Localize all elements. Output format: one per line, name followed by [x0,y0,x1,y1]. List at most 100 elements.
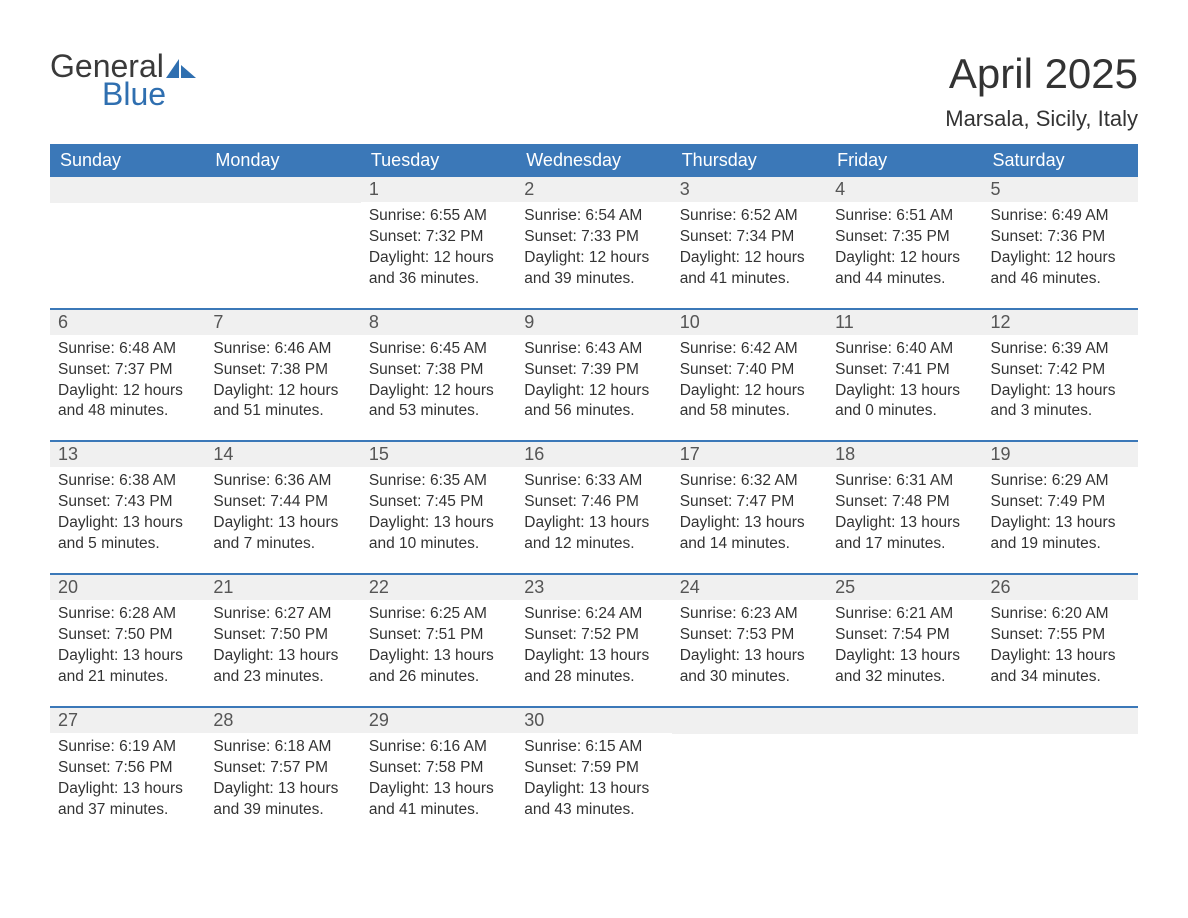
day-details: Sunrise: 6:55 AMSunset: 7:32 PMDaylight:… [361,202,516,290]
sunrise-line: Sunrise: 6:35 AM [369,471,508,492]
day-details: Sunrise: 6:28 AMSunset: 7:50 PMDaylight:… [50,600,205,688]
weekday-header: Sunday [50,144,205,177]
day-details: Sunrise: 6:42 AMSunset: 7:40 PMDaylight:… [672,335,827,423]
day-details: Sunrise: 6:39 AMSunset: 7:42 PMDaylight:… [983,335,1138,423]
calendar-day-cell: 23Sunrise: 6:24 AMSunset: 7:52 PMDayligh… [516,575,671,688]
calendar-day-cell: 13Sunrise: 6:38 AMSunset: 7:43 PMDayligh… [50,442,205,555]
daylight-line: Daylight: 12 hours and 41 minutes. [680,248,819,290]
day-number: 10 [672,310,827,335]
calendar-empty-cell [205,177,360,290]
sunset-line: Sunset: 7:55 PM [991,625,1130,646]
sunrise-line: Sunrise: 6:19 AM [58,737,197,758]
daylight-line: Daylight: 12 hours and 48 minutes. [58,381,197,423]
daylight-line: Daylight: 13 hours and 28 minutes. [524,646,663,688]
day-number: 8 [361,310,516,335]
day-number: 3 [672,177,827,202]
location-subtitle: Marsala, Sicily, Italy [945,106,1138,132]
weekday-header: Wednesday [516,144,671,177]
sunset-line: Sunset: 7:51 PM [369,625,508,646]
day-details: Sunrise: 6:21 AMSunset: 7:54 PMDaylight:… [827,600,982,688]
calendar-day-cell: 11Sunrise: 6:40 AMSunset: 7:41 PMDayligh… [827,310,982,423]
sunrise-line: Sunrise: 6:25 AM [369,604,508,625]
sunset-line: Sunset: 7:53 PM [680,625,819,646]
sunrise-line: Sunrise: 6:42 AM [680,339,819,360]
day-number: 7 [205,310,360,335]
calendar-week-row: 13Sunrise: 6:38 AMSunset: 7:43 PMDayligh… [50,442,1138,555]
sunset-line: Sunset: 7:58 PM [369,758,508,779]
calendar-day-cell: 6Sunrise: 6:48 AMSunset: 7:37 PMDaylight… [50,310,205,423]
day-number: 29 [361,708,516,733]
calendar-day-cell: 2Sunrise: 6:54 AMSunset: 7:33 PMDaylight… [516,177,671,290]
day-details: Sunrise: 6:48 AMSunset: 7:37 PMDaylight:… [50,335,205,423]
day-details: Sunrise: 6:18 AMSunset: 7:57 PMDaylight:… [205,733,360,821]
page-header: General Blue April 2025 Marsala, Sicily,… [50,50,1138,132]
sunrise-line: Sunrise: 6:28 AM [58,604,197,625]
calendar-day-cell: 18Sunrise: 6:31 AMSunset: 7:48 PMDayligh… [827,442,982,555]
day-details: Sunrise: 6:19 AMSunset: 7:56 PMDaylight:… [50,733,205,821]
calendar-day-cell: 29Sunrise: 6:16 AMSunset: 7:58 PMDayligh… [361,708,516,821]
page-title: April 2025 [945,50,1138,98]
day-details: Sunrise: 6:52 AMSunset: 7:34 PMDaylight:… [672,202,827,290]
daylight-line: Daylight: 13 hours and 30 minutes. [680,646,819,688]
sunset-line: Sunset: 7:54 PM [835,625,974,646]
sunrise-line: Sunrise: 6:51 AM [835,206,974,227]
day-number: 15 [361,442,516,467]
calendar-day-cell: 20Sunrise: 6:28 AMSunset: 7:50 PMDayligh… [50,575,205,688]
brand-word-2: Blue [102,78,196,110]
day-details: Sunrise: 6:36 AMSunset: 7:44 PMDaylight:… [205,467,360,555]
daylight-line: Daylight: 12 hours and 44 minutes. [835,248,974,290]
day-details: Sunrise: 6:49 AMSunset: 7:36 PMDaylight:… [983,202,1138,290]
calendar-day-cell: 7Sunrise: 6:46 AMSunset: 7:38 PMDaylight… [205,310,360,423]
sunset-line: Sunset: 7:38 PM [369,360,508,381]
calendar-day-cell: 4Sunrise: 6:51 AMSunset: 7:35 PMDaylight… [827,177,982,290]
sunset-line: Sunset: 7:42 PM [991,360,1130,381]
day-number: 13 [50,442,205,467]
day-number: 21 [205,575,360,600]
sunset-line: Sunset: 7:50 PM [58,625,197,646]
sunset-line: Sunset: 7:57 PM [213,758,352,779]
day-number: 2 [516,177,671,202]
sunrise-line: Sunrise: 6:46 AM [213,339,352,360]
day-number: 24 [672,575,827,600]
day-details: Sunrise: 6:32 AMSunset: 7:47 PMDaylight:… [672,467,827,555]
day-details: Sunrise: 6:35 AMSunset: 7:45 PMDaylight:… [361,467,516,555]
day-details: Sunrise: 6:24 AMSunset: 7:52 PMDaylight:… [516,600,671,688]
sunrise-line: Sunrise: 6:32 AM [680,471,819,492]
sunrise-line: Sunrise: 6:48 AM [58,339,197,360]
sunset-line: Sunset: 7:37 PM [58,360,197,381]
daylight-line: Daylight: 13 hours and 12 minutes. [524,513,663,555]
day-number: 26 [983,575,1138,600]
day-number: 18 [827,442,982,467]
sunset-line: Sunset: 7:45 PM [369,492,508,513]
sunrise-line: Sunrise: 6:39 AM [991,339,1130,360]
daylight-line: Daylight: 13 hours and 19 minutes. [991,513,1130,555]
day-number: 30 [516,708,671,733]
day-number: 20 [50,575,205,600]
calendar-day-cell: 26 Sunrise: 6:20 AMSunset: 7:55 PMDayligh… [983,575,1138,688]
calendar-day-cell: 30Sunrise: 6:15 AMSunset: 7:59 PMDayligh… [516,708,671,821]
day-number: 22 [361,575,516,600]
weekday-header: Saturday [983,144,1138,177]
calendar-day-cell: 27Sunrise: 6:19 AMSunset: 7:56 PMDayligh… [50,708,205,821]
sunrise-line: Sunrise: 6:24 AM [524,604,663,625]
sunrise-line: Sunrise: 6:15 AM [524,737,663,758]
weekday-header: Friday [827,144,982,177]
daylight-line: Daylight: 12 hours and 53 minutes. [369,381,508,423]
day-number: 17 [672,442,827,467]
day-details: Sunrise: 6:29 AMSunset: 7:49 PMDaylight:… [983,467,1138,555]
sunset-line: Sunset: 7:33 PM [524,227,663,248]
sunrise-line: Sunrise: 6:27 AM [213,604,352,625]
calendar-week-row: 27Sunrise: 6:19 AMSunset: 7:56 PMDayligh… [50,708,1138,821]
sunset-line: Sunset: 7:44 PM [213,492,352,513]
calendar-day-cell: 22Sunrise: 6:25 AMSunset: 7:51 PMDayligh… [361,575,516,688]
sunset-line: Sunset: 7:50 PM [213,625,352,646]
sunset-line: Sunset: 7:34 PM [680,227,819,248]
sunset-line: Sunset: 7:47 PM [680,492,819,513]
calendar-day-cell: 12Sunrise: 6:39 AMSunset: 7:42 PMDayligh… [983,310,1138,423]
sunrise-line: Sunrise: 6:45 AM [369,339,508,360]
day-number: 11 [827,310,982,335]
sunrise-line: Sunrise: 6:20 AM [991,604,1130,625]
sunset-line: Sunset: 7:56 PM [58,758,197,779]
daylight-line: Daylight: 13 hours and 34 minutes. [991,646,1130,688]
weekday-header: Tuesday [361,144,516,177]
